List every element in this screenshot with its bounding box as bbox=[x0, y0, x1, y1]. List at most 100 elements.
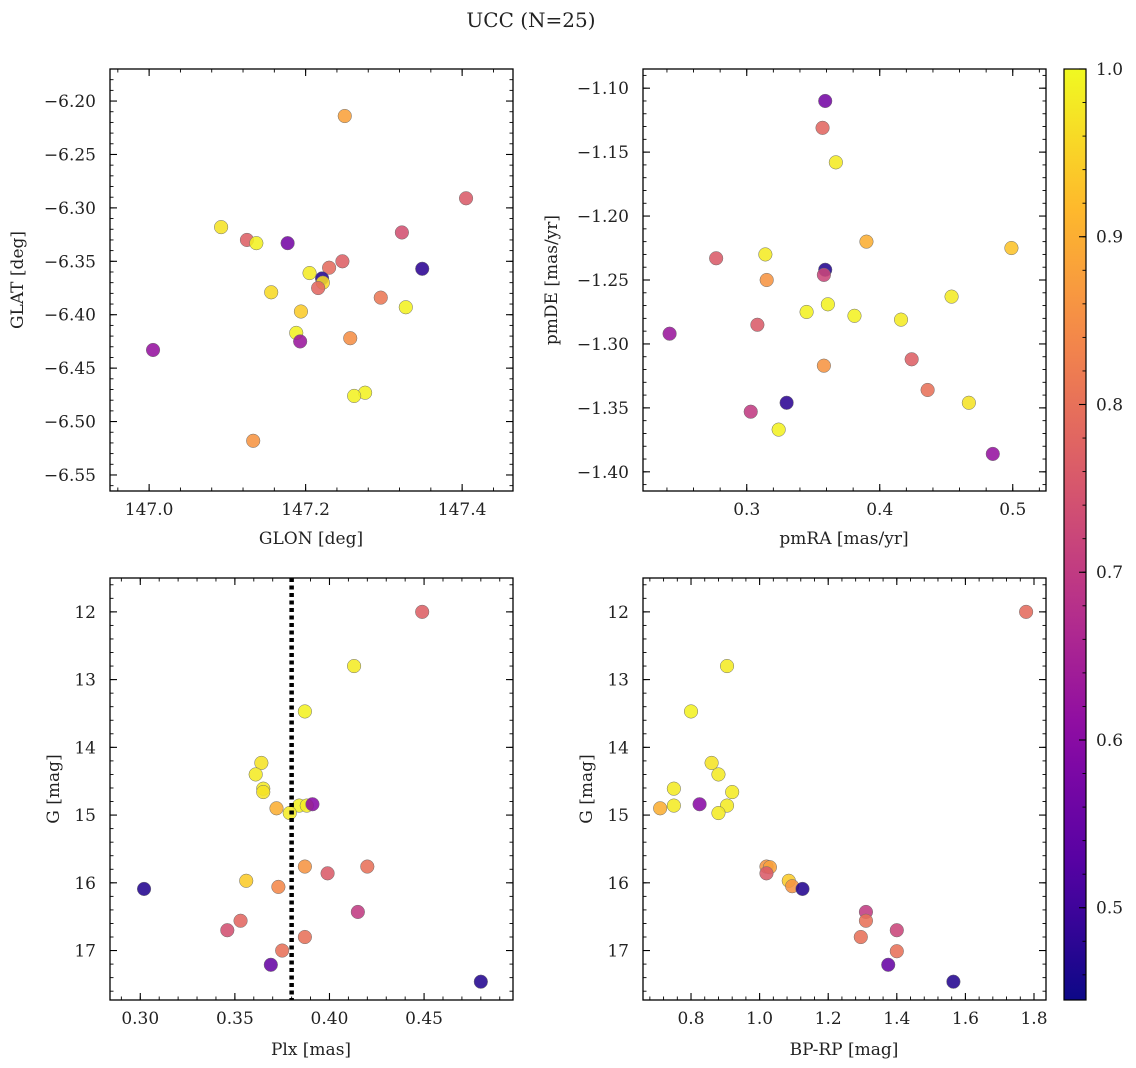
scatter-point bbox=[263, 957, 278, 972]
scatter-point bbox=[256, 784, 271, 800]
scatter-point bbox=[271, 879, 286, 894]
y-tick-label: 13 bbox=[74, 671, 96, 691]
scatter-point bbox=[815, 120, 830, 135]
plot-area-frame bbox=[642, 577, 1047, 1001]
scatter-point bbox=[816, 358, 831, 373]
scatter-point bbox=[795, 881, 810, 896]
scatter-point bbox=[233, 913, 248, 928]
scatter-point bbox=[373, 290, 388, 305]
x-tick-label: 0.4 bbox=[866, 500, 893, 520]
scatter-point bbox=[725, 784, 740, 800]
scatter-point bbox=[758, 247, 773, 262]
x-tick-label: 1.0 bbox=[746, 1009, 773, 1029]
scatter-point bbox=[904, 352, 919, 367]
scatter-point bbox=[818, 93, 833, 109]
plot-area-frame bbox=[109, 68, 514, 492]
colorbar-gradient bbox=[1063, 68, 1087, 1001]
scatter-point bbox=[771, 422, 786, 437]
scatter-point bbox=[820, 297, 835, 312]
y-tick-label: −1.35 bbox=[577, 399, 629, 419]
scatter-point bbox=[662, 326, 677, 341]
colorbar: 0.5 0.6 0.7 0.8 0.9 1.0 bbox=[1063, 60, 1123, 1001]
y-tick-label: −1.10 bbox=[577, 79, 629, 99]
y-tick-label: 16 bbox=[607, 874, 629, 894]
y-tick-label: −1.25 bbox=[577, 271, 629, 291]
x-tick-label: 0.3 bbox=[733, 500, 760, 520]
y-tick-label: −1.15 bbox=[577, 143, 629, 163]
scatter-point bbox=[297, 929, 312, 945]
scatter-point bbox=[666, 798, 681, 813]
colorbar-tick-label: 0.8 bbox=[1096, 395, 1123, 415]
panel-4-xlabel: BP-RP [mag] bbox=[790, 1040, 899, 1060]
scatter-point bbox=[347, 659, 362, 674]
scatter-point bbox=[343, 331, 358, 346]
scatter-panel-bprp-g: BP-RP [mag] G [mag] 0.8 1.0 1.2 1.4 1.6 1.8 12… bbox=[577, 577, 1048, 1060]
x-tick-label: 1.4 bbox=[883, 1009, 910, 1029]
scatter-point bbox=[711, 805, 726, 821]
scatter-point bbox=[297, 704, 312, 719]
scatter-point bbox=[275, 943, 290, 958]
scatter-point bbox=[704, 755, 719, 770]
x-tick-label: 0.30 bbox=[121, 1009, 159, 1029]
scatter-point bbox=[889, 944, 904, 959]
panel-3-ylabel: G [mag] bbox=[44, 754, 64, 823]
colorbar-tick-label: 0.6 bbox=[1096, 731, 1123, 751]
plot-area-frame bbox=[642, 68, 1047, 492]
scatter-point bbox=[779, 395, 794, 410]
y-tick-label: −6.30 bbox=[44, 199, 96, 219]
y-tick-label: −1.20 bbox=[577, 207, 629, 227]
scatter-point bbox=[269, 801, 284, 816]
scatter-point bbox=[944, 289, 959, 304]
x-tick-label: 1.8 bbox=[1020, 1009, 1047, 1029]
scatter-point bbox=[847, 308, 862, 323]
scatter-point bbox=[137, 881, 152, 896]
scatter-point bbox=[473, 974, 488, 989]
scatter-point bbox=[322, 260, 337, 275]
y-tick-label: −6.25 bbox=[44, 145, 96, 165]
scatter-point bbox=[249, 236, 264, 251]
scatter-point bbox=[145, 342, 161, 358]
scatter-point bbox=[350, 904, 365, 919]
y-tick-label: 17 bbox=[74, 942, 96, 962]
y-tick-label: −1.30 bbox=[577, 335, 629, 355]
panel-2-xlabel: pmRA [mas/yr] bbox=[779, 529, 908, 549]
scatter-point bbox=[297, 859, 312, 874]
y-tick-label: 15 bbox=[74, 806, 96, 826]
scatter-point bbox=[853, 929, 868, 945]
scatter-point bbox=[311, 280, 326, 296]
panel-1-ylabel: GLAT [deg] bbox=[8, 231, 28, 329]
scatter-point bbox=[920, 382, 935, 398]
y-tick-label: −6.50 bbox=[44, 413, 96, 433]
x-tick-label: 1.6 bbox=[952, 1009, 979, 1029]
x-tick-label: 0.45 bbox=[405, 1009, 443, 1029]
scatter-point bbox=[398, 300, 413, 315]
scatter-point bbox=[280, 236, 295, 251]
scatter-point bbox=[759, 272, 774, 288]
scatter-point bbox=[1019, 604, 1034, 619]
colorbar-tick-label: 0.7 bbox=[1096, 563, 1123, 583]
scatter-point bbox=[858, 913, 873, 928]
scatter-point bbox=[985, 446, 1000, 461]
y-tick-label: 17 bbox=[607, 942, 629, 962]
x-tick-label: 0.40 bbox=[311, 1009, 349, 1029]
x-tick-label: 147.0 bbox=[125, 500, 174, 520]
x-tick-label: 0.5 bbox=[999, 500, 1026, 520]
scatter-point bbox=[220, 923, 235, 938]
scatter-point bbox=[347, 388, 362, 403]
x-tick-label: 0.35 bbox=[216, 1009, 254, 1029]
x-tick-label: 147.2 bbox=[281, 500, 330, 520]
scatter-point bbox=[360, 859, 375, 874]
y-tick-label: −6.45 bbox=[44, 359, 96, 379]
colorbar-tick-label: 1.0 bbox=[1096, 60, 1123, 80]
scatter-point bbox=[458, 191, 474, 206]
x-tick-label: 1.2 bbox=[815, 1009, 842, 1029]
scatter-point bbox=[248, 767, 263, 782]
figure-title: UCC (N=25) bbox=[466, 8, 595, 32]
y-tick-label: −6.55 bbox=[44, 466, 96, 486]
y-tick-label: 13 bbox=[607, 671, 629, 691]
scatter-point bbox=[394, 225, 409, 240]
scatter-point bbox=[337, 108, 352, 124]
scatter-point bbox=[816, 267, 831, 282]
scatter-panel-plx-g: Plx [mas] G [mag] 0.30 0.35 0.40 0.45 12 13 14… bbox=[44, 577, 514, 1060]
scatter-point bbox=[692, 797, 707, 812]
